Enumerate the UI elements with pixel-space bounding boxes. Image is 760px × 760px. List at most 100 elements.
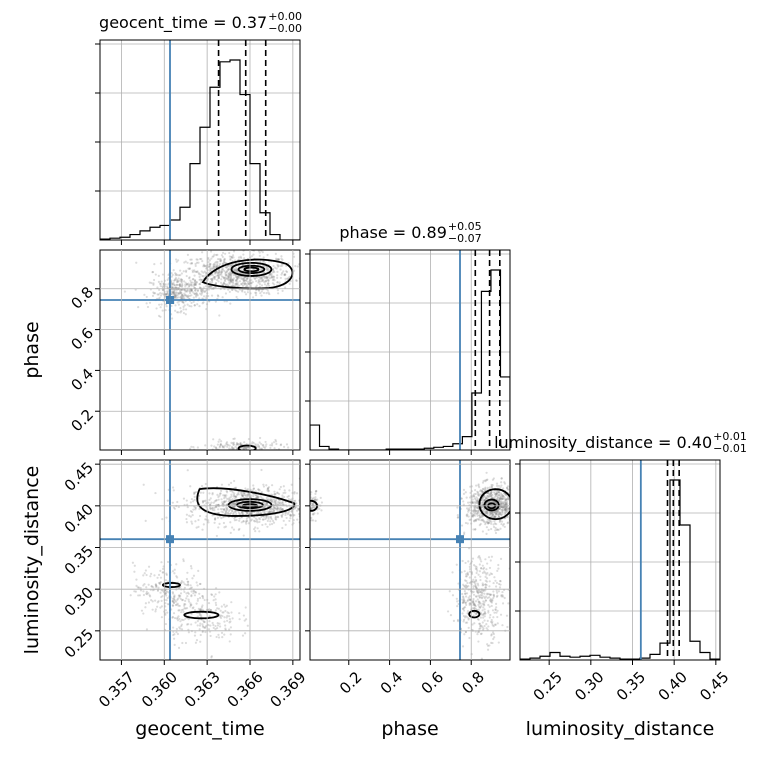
sample-point — [222, 521, 226, 525]
sample-point — [215, 505, 218, 509]
sample-point — [180, 288, 183, 291]
sample-point — [251, 296, 255, 299]
sample-point — [157, 573, 161, 576]
sample-point — [491, 510, 494, 513]
sample-point — [245, 512, 249, 515]
sample-point — [221, 270, 224, 273]
sample-point — [202, 301, 205, 304]
sample-point — [198, 596, 202, 600]
sample-point — [225, 489, 228, 493]
sample-point — [223, 500, 226, 503]
sample-point — [463, 584, 466, 588]
sample-point — [175, 272, 178, 276]
sample-point — [181, 295, 184, 298]
sample-point — [229, 273, 233, 276]
sample-point — [225, 494, 228, 497]
sample-point — [486, 593, 489, 596]
sample-point — [199, 278, 202, 281]
panel-frame — [309, 249, 511, 451]
sample-point — [481, 503, 485, 506]
sample-point — [187, 584, 190, 587]
sample-point — [234, 268, 237, 272]
sample-point — [123, 290, 126, 293]
sample-point — [320, 509, 323, 512]
sample-point — [495, 522, 498, 526]
sample-point — [245, 493, 249, 496]
sample-point — [272, 441, 276, 444]
sample-point — [471, 502, 474, 505]
sample-point — [464, 630, 467, 634]
sample-point — [467, 626, 470, 629]
sample-point — [282, 485, 285, 488]
sample-point — [228, 617, 231, 621]
sample-point — [481, 614, 485, 617]
sample-point — [187, 282, 190, 285]
sample-point — [507, 602, 510, 605]
sample-point — [161, 288, 164, 291]
sample-point — [259, 278, 262, 281]
sample-point — [221, 636, 224, 639]
sample-point — [500, 501, 504, 504]
sample-point — [258, 275, 261, 279]
sample-point — [268, 523, 272, 526]
sample-point — [241, 284, 245, 287]
sample-point — [272, 275, 275, 278]
sample-point — [489, 492, 492, 496]
sample-point — [173, 292, 176, 295]
sample-point — [469, 485, 472, 488]
sample-point — [482, 600, 485, 603]
sample-point — [230, 276, 233, 280]
sample-point — [275, 257, 278, 260]
sample-point — [498, 498, 501, 501]
sample-point — [274, 517, 277, 520]
sample-point — [303, 499, 305, 501]
sample-point — [175, 627, 178, 631]
sample-point — [189, 258, 192, 261]
sample-point — [164, 622, 167, 626]
sample-point — [236, 278, 239, 281]
sample-point — [190, 567, 193, 570]
sample-point — [512, 525, 514, 527]
sample-point — [456, 506, 459, 509]
sample-point — [476, 514, 479, 517]
sample-point — [253, 520, 256, 523]
sample-point — [472, 593, 476, 596]
sample-point — [222, 261, 226, 264]
sample-point — [207, 258, 210, 261]
sample-point — [220, 498, 223, 501]
sample-point — [162, 289, 165, 292]
sample-point — [477, 589, 480, 592]
sample-point — [235, 295, 238, 299]
sample-point — [173, 572, 176, 575]
sample-point — [242, 279, 245, 282]
sample-point — [221, 503, 224, 506]
sample-point — [171, 486, 175, 489]
sample-point — [192, 278, 195, 281]
sample-point — [235, 443, 238, 446]
sample-point — [184, 260, 187, 263]
sample-point — [314, 276, 316, 278]
sample-point — [471, 557, 475, 560]
sample-point — [146, 593, 149, 596]
sample-point — [173, 568, 176, 571]
sample-point — [245, 517, 249, 520]
sample-point — [234, 275, 238, 278]
sample-point — [284, 273, 287, 276]
sample-point — [188, 514, 191, 517]
sample-point — [209, 265, 212, 268]
tick-label-x: 0.4 — [377, 668, 407, 698]
sample-point — [263, 510, 266, 513]
sample-point — [165, 573, 168, 576]
sample-point — [233, 519, 236, 522]
contour-outer — [196, 487, 296, 517]
sample-point — [241, 494, 244, 498]
sample-point — [186, 571, 189, 574]
sample-point — [243, 494, 247, 497]
sample-point — [185, 597, 188, 600]
sample-point — [468, 570, 472, 573]
sample-point — [178, 283, 182, 286]
sample-point — [492, 590, 495, 593]
sample-point — [490, 514, 494, 518]
sample-point — [215, 270, 218, 273]
sample-point — [294, 499, 297, 502]
